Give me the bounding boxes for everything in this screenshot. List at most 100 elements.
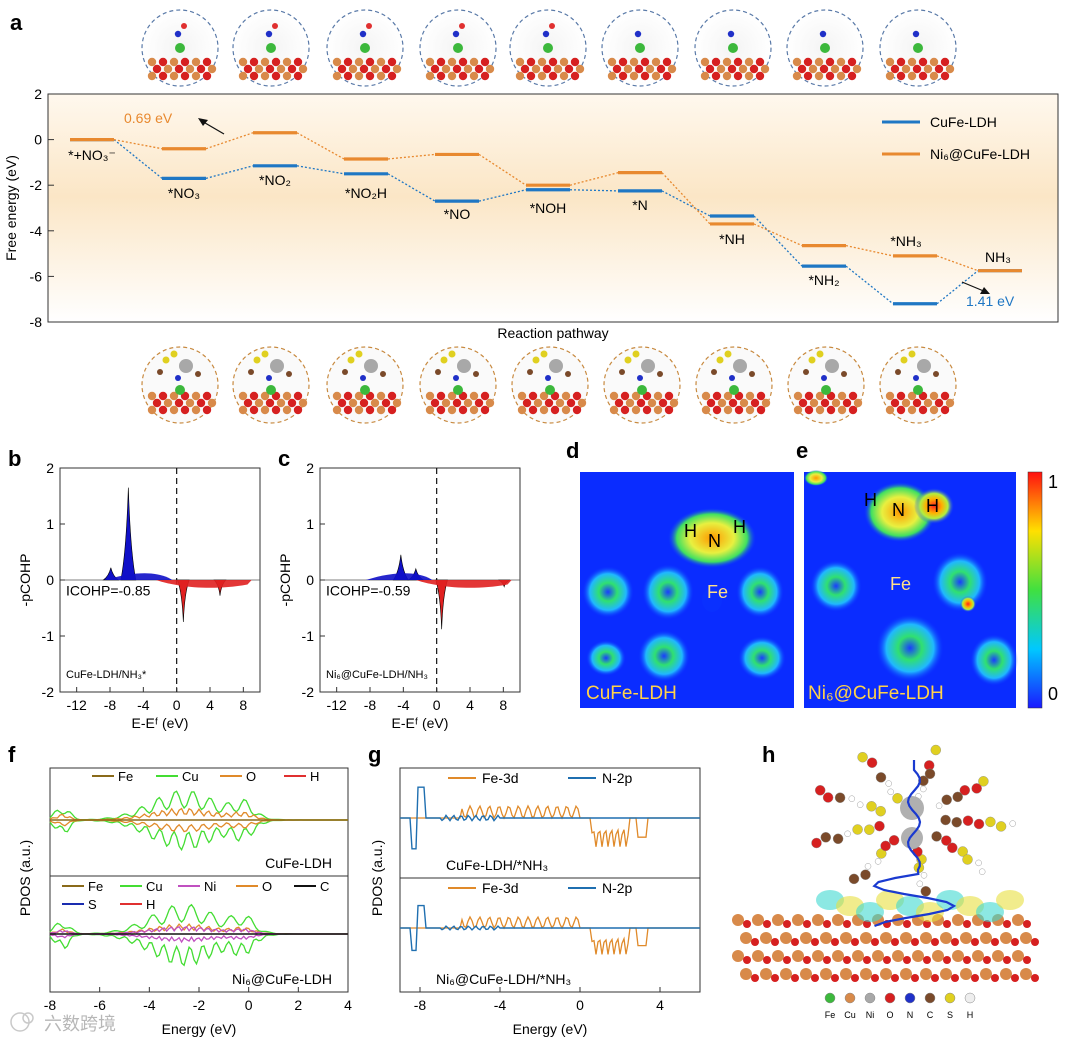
atom (527, 369, 533, 375)
atom (425, 71, 435, 81)
atom (607, 57, 617, 67)
legend-label: Fe-3d (482, 770, 519, 786)
atom (359, 64, 369, 74)
atom (712, 405, 722, 415)
slab-atom (840, 968, 852, 980)
atom (907, 57, 917, 67)
atom (337, 398, 347, 408)
slab-atom (883, 956, 891, 964)
atom (158, 71, 168, 81)
atom (365, 71, 375, 81)
slab-atom (751, 938, 759, 946)
atom (816, 350, 824, 358)
atom (664, 391, 674, 401)
slab-atom (771, 938, 779, 946)
x-tick-label: 8 (239, 697, 247, 713)
atom (332, 405, 342, 415)
atom (651, 71, 661, 81)
legend-cufe: CuFe-LDH (930, 114, 997, 130)
slab-atom (911, 974, 919, 982)
atom (370, 398, 380, 408)
slab-atom (963, 956, 971, 964)
atom (929, 71, 939, 81)
slab-atom (891, 938, 899, 946)
slab-atom (812, 914, 824, 926)
slab-atom (991, 974, 999, 982)
legend-atom-label: N (907, 1010, 914, 1020)
atom (821, 375, 827, 381)
atom (528, 405, 538, 415)
molecule-atom (875, 806, 886, 817)
atom (147, 391, 157, 401)
x-tick-label: -8 (364, 697, 377, 713)
step-label: *NH₂ (808, 272, 839, 288)
atom (249, 57, 259, 67)
slab-atom (891, 974, 899, 982)
slab-atom (920, 932, 932, 944)
atom (202, 391, 212, 401)
y-tick-label: -4 (30, 223, 43, 239)
slab-atom (732, 950, 744, 962)
x-axis-label: E-Eᶠ (eV) (392, 715, 449, 731)
x-tick-label: 0 (433, 697, 441, 713)
atom (376, 405, 386, 415)
atom (387, 57, 397, 67)
ni-atom (901, 827, 923, 849)
y-tick-label: -1 (302, 628, 315, 644)
slab-atom (983, 920, 991, 928)
atom (271, 71, 281, 81)
atom (912, 398, 922, 408)
atom (821, 385, 831, 395)
atom (526, 71, 536, 81)
slab-atom (760, 932, 772, 944)
molecule-atom (924, 768, 936, 779)
y-axis-label: -pCOHP (277, 554, 293, 607)
legend-atom (924, 992, 936, 1004)
atom (348, 64, 358, 74)
atom (169, 405, 179, 415)
atom (545, 375, 551, 381)
atom (624, 356, 632, 364)
atom (734, 405, 744, 415)
x-axis-label: Energy (eV) (513, 1021, 588, 1037)
atom (895, 369, 901, 375)
atom (354, 391, 364, 401)
atom (548, 71, 558, 81)
slab-atom (911, 938, 919, 946)
slab-atom (840, 932, 852, 944)
atom (158, 391, 168, 401)
legend-atom-label: Ni (866, 1010, 875, 1020)
atom (260, 391, 270, 401)
atom (539, 391, 549, 401)
molecule-atom (875, 772, 887, 783)
atom (282, 391, 292, 401)
slab-atom (811, 938, 819, 946)
atom (837, 405, 847, 415)
atom (430, 398, 440, 408)
slab-atom (991, 938, 999, 946)
y-tick-label: -2 (30, 177, 43, 193)
atom (157, 369, 163, 375)
bonding-region (365, 573, 433, 580)
atom (565, 371, 571, 377)
x-tick-label: 0 (245, 997, 253, 1013)
y-tick-label: 2 (306, 460, 314, 476)
atom (744, 57, 754, 67)
atom (803, 71, 813, 81)
slab-atom (1011, 974, 1019, 982)
atom (830, 64, 840, 74)
atom (243, 398, 253, 408)
atom (716, 356, 724, 364)
atom (724, 350, 732, 358)
atom (837, 391, 847, 401)
atom (815, 391, 825, 401)
atom (667, 64, 677, 74)
atom (249, 391, 259, 401)
atom (354, 405, 364, 415)
y-tick-label: 2 (46, 460, 54, 476)
atom (463, 64, 473, 74)
atom (885, 57, 895, 67)
atom (480, 57, 490, 67)
slab-atom (811, 974, 819, 982)
atom (249, 71, 259, 81)
